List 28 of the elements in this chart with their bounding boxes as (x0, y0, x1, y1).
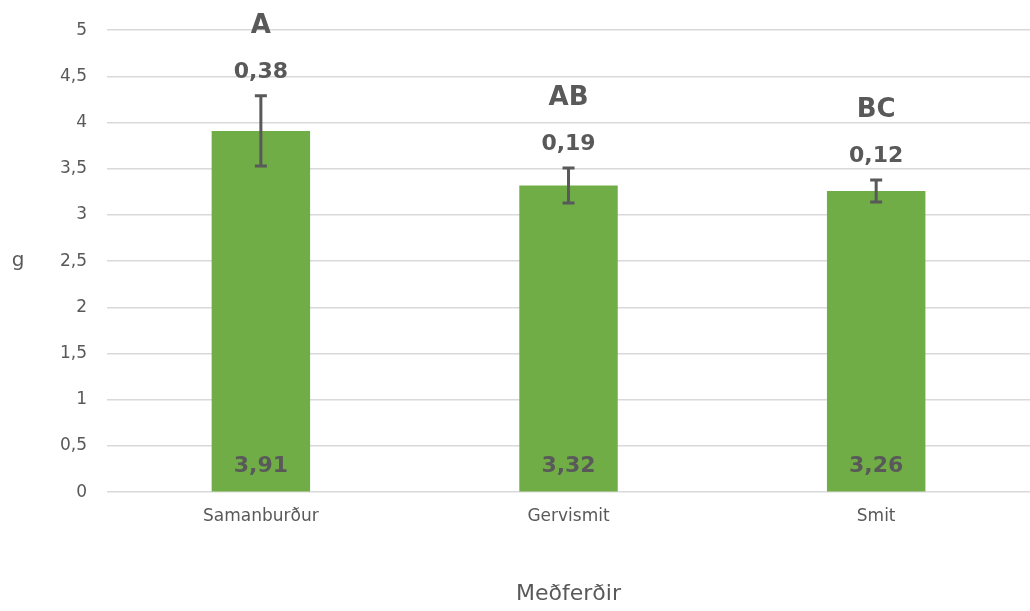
y-tick-label: 4,5 (59, 64, 88, 85)
annotation: 0,19 (541, 129, 596, 155)
x-tick-label: Smit (856, 504, 896, 525)
y-tick-label: 1,5 (59, 342, 88, 363)
x-tick-label: Gervismit (527, 504, 610, 525)
y-tick-label: 0 (76, 480, 88, 501)
data-label: 3,26 (849, 451, 904, 477)
x-axis-title: Meðferðir (516, 579, 622, 605)
annotation: BC (856, 92, 896, 123)
data-label: 3,32 (541, 451, 596, 477)
y-tick-label: 1 (76, 388, 88, 409)
bar (826, 190, 926, 492)
annotation: A (250, 8, 271, 39)
y-tick-label: 3,5 (59, 157, 88, 178)
y-tick-label: 5 (76, 18, 88, 39)
annotation: 0,38 (233, 57, 288, 83)
bar (211, 130, 311, 492)
y-tick-label: 2 (76, 295, 88, 316)
y-tick-label: 3 (76, 203, 88, 224)
bar (519, 185, 618, 492)
annotation: AB (548, 80, 589, 111)
x-tick-label: Samanburður (203, 504, 319, 525)
y-tick-label: 0,5 (59, 434, 88, 455)
y-tick-label: 2,5 (59, 249, 88, 270)
annotation: 0,12 (849, 141, 904, 167)
data-label: 3,91 (233, 451, 288, 477)
y-tick-label: 4 (76, 111, 88, 132)
y-axis-title: g (11, 247, 25, 272)
